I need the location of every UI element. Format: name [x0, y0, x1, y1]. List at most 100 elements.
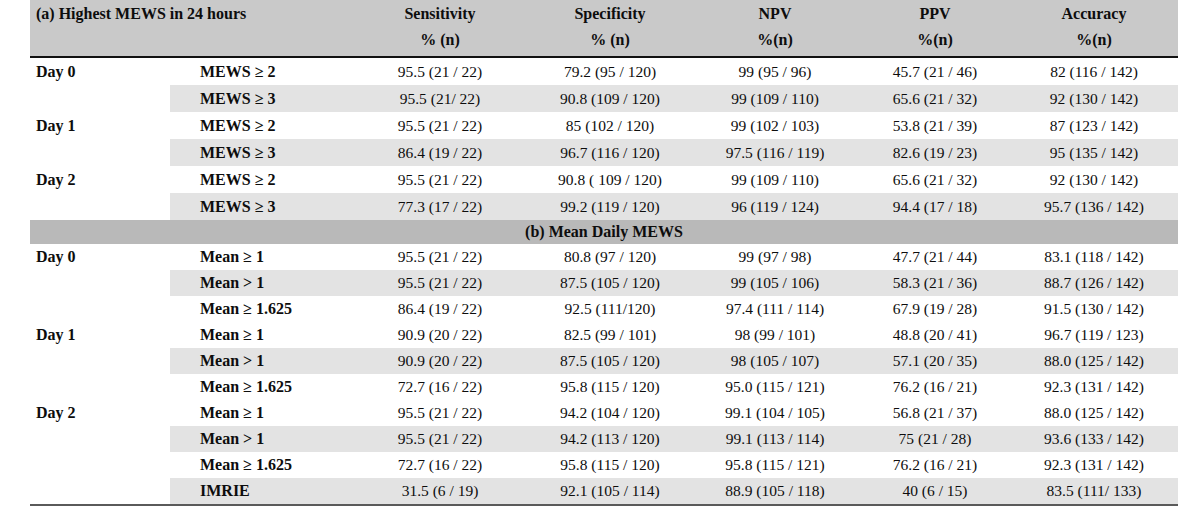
value-cell: 76.2 (16 / 21) — [860, 452, 1010, 478]
table-row: Mean > 190.9 (20 / 22)87.5 (105 / 120)98… — [30, 348, 1178, 374]
value-cell: 95.5 (21 / 22) — [350, 112, 530, 139]
value-cell: 97.4 (111 / 114) — [690, 296, 860, 322]
value-cell: 92 (130 / 142) — [1010, 85, 1178, 112]
threshold-cell: MEWS ≥ 3 — [170, 193, 350, 220]
threshold-cell: Mean ≥ 1 — [170, 322, 350, 348]
day-cell — [30, 85, 170, 112]
value-cell: 56.8 (21 / 37) — [860, 400, 1010, 426]
column-header-specificity: Specificity % (n) — [530, 0, 690, 56]
value-cell: 99 (102 / 103) — [690, 112, 860, 139]
value-cell: 90.9 (20 / 22) — [350, 322, 530, 348]
day-cell — [30, 296, 170, 322]
day-cell: Day 1 — [30, 112, 170, 139]
value-cell: 94.2 (104 / 120) — [530, 400, 690, 426]
value-cell: 72.7 (16 / 22) — [350, 452, 530, 478]
table-row: IMRIE31.5 (6 / 19)92.1 (105 / 114)88.9 (… — [30, 478, 1178, 504]
value-cell: 95.5 (21 / 22) — [350, 58, 530, 85]
day-cell: Day 2 — [30, 400, 170, 426]
column-header-npv: NPV %(n) — [690, 0, 860, 56]
value-cell: 67.9 (19 / 28) — [860, 296, 1010, 322]
value-cell: 94.4 (17 / 18) — [860, 193, 1010, 220]
threshold-cell: Mean ≥ 1.625 — [170, 374, 350, 400]
value-cell: 88.0 (125 / 142) — [1010, 400, 1178, 426]
table-section-a-title: (a) Highest MEWS in 24 hours — [30, 0, 350, 23]
value-cell: 92 (130 / 142) — [1010, 166, 1178, 193]
value-cell: 85 (102 / 120) — [530, 112, 690, 139]
value-cell: 90.9 (20 / 22) — [350, 348, 530, 374]
threshold-cell: Mean ≥ 1 — [170, 244, 350, 270]
threshold-cell: Mean ≥ 1.625 — [170, 296, 350, 322]
table-row: Day 1MEWS ≥ 295.5 (21 / 22)85 (102 / 120… — [30, 112, 1178, 139]
threshold-cell: MEWS ≥ 2 — [170, 166, 350, 193]
table-bottom-rule — [30, 504, 1178, 506]
value-cell: 95.5 (21/ 22) — [350, 85, 530, 112]
column-header-sensitivity: Sensitivity % (n) — [350, 0, 530, 56]
value-cell: 92.1 (105 / 114) — [530, 478, 690, 504]
column-label: PPV — [860, 5, 1010, 23]
table-row: Mean ≥ 1.62586.4 (19 / 22)92.5 (111/120)… — [30, 296, 1178, 322]
threshold-cell: IMRIE — [170, 478, 350, 504]
table-row: Day 0Mean ≥ 195.5 (21 / 22)80.8 (97 / 12… — [30, 244, 1178, 270]
value-cell: 45.7 (21 / 46) — [860, 58, 1010, 85]
table-row: Mean ≥ 1.62572.7 (16 / 22)95.8 (115 / 12… — [30, 374, 1178, 400]
column-header-ppv: PPV %(n) — [860, 0, 1010, 56]
day-cell: Day 1 — [30, 322, 170, 348]
percent-n-subheader: % (n) — [530, 31, 690, 49]
value-cell: 90.8 ( 109 / 120) — [530, 166, 690, 193]
day-cell — [30, 478, 170, 504]
threshold-cell: Mean > 1 — [170, 348, 350, 374]
value-cell: 87.5 (105 / 120) — [530, 270, 690, 296]
value-cell: 57.1 (20 / 35) — [860, 348, 1010, 374]
value-cell: 95 (135 / 142) — [1010, 139, 1178, 166]
value-cell: 80.8 (97 / 120) — [530, 244, 690, 270]
value-cell: 83.5 (111/ 133) — [1010, 478, 1178, 504]
value-cell: 92.3 (131 / 142) — [1010, 374, 1178, 400]
value-cell: 99 (95 / 96) — [690, 58, 860, 85]
percent-n-subheader: %(n) — [860, 31, 1010, 49]
value-cell: 95.5 (21 / 22) — [350, 426, 530, 452]
value-cell: 95.5 (21 / 22) — [350, 244, 530, 270]
table-row: MEWS ≥ 377.3 (17 / 22)99.2 (119 / 120)96… — [30, 193, 1178, 220]
threshold-cell: MEWS ≥ 2 — [170, 58, 350, 85]
value-cell: 99 (105 / 106) — [690, 270, 860, 296]
value-cell: 82.5 (99 / 101) — [530, 322, 690, 348]
threshold-cell: MEWS ≥ 2 — [170, 112, 350, 139]
value-cell: 95.5 (21 / 22) — [350, 166, 530, 193]
value-cell: 53.8 (21 / 39) — [860, 112, 1010, 139]
column-label: Accuracy — [1010, 5, 1178, 23]
value-cell: 65.6 (21 / 32) — [860, 166, 1010, 193]
value-cell: 99 (109 / 110) — [690, 85, 860, 112]
value-cell: 31.5 (6 / 19) — [350, 478, 530, 504]
day-cell — [30, 452, 170, 478]
value-cell: 87 (123 / 142) — [1010, 112, 1178, 139]
value-cell: 99 (109 / 110) — [690, 166, 860, 193]
value-cell: 95.0 (115 / 121) — [690, 374, 860, 400]
value-cell: 79.2 (95 / 120) — [530, 58, 690, 85]
table-row: Mean ≥ 1.62572.7 (16 / 22)95.8 (115 / 12… — [30, 452, 1178, 478]
value-cell: 98 (99 / 101) — [690, 322, 860, 348]
section-b-title: (b) Mean Daily MEWS — [30, 220, 1178, 244]
value-cell: 99.1 (113 / 114) — [690, 426, 860, 452]
value-cell: 99.1 (104 / 105) — [690, 400, 860, 426]
table-row: Day 2Mean ≥ 195.5 (21 / 22)94.2 (104 / 1… — [30, 400, 1178, 426]
value-cell: 82 (116 / 142) — [1010, 58, 1178, 85]
value-cell: 40 (6 / 15) — [860, 478, 1010, 504]
value-cell: 83.1 (118 / 142) — [1010, 244, 1178, 270]
threshold-cell: Mean > 1 — [170, 270, 350, 296]
value-cell: 90.8 (109 / 120) — [530, 85, 690, 112]
table-row: Mean > 195.5 (21 / 22)94.2 (113 / 120)99… — [30, 426, 1178, 452]
value-cell: 92.3 (131 / 142) — [1010, 452, 1178, 478]
threshold-cell: Mean ≥ 1 — [170, 400, 350, 426]
table-row: Mean > 195.5 (21 / 22)87.5 (105 / 120)99… — [30, 270, 1178, 296]
value-cell: 96.7 (119 / 123) — [1010, 322, 1178, 348]
value-cell: 96.7 (116 / 120) — [530, 139, 690, 166]
value-cell: 75 (21 / 28) — [860, 426, 1010, 452]
column-label: Specificity — [530, 5, 690, 23]
value-cell: 91.5 (130 / 142) — [1010, 296, 1178, 322]
value-cell: 93.6 (133 / 142) — [1010, 426, 1178, 452]
value-cell: 58.3 (21 / 36) — [860, 270, 1010, 296]
threshold-cell: MEWS ≥ 3 — [170, 139, 350, 166]
value-cell: 95.7 (136 / 142) — [1010, 193, 1178, 220]
value-cell: 95.5 (21 / 22) — [350, 400, 530, 426]
day-cell — [30, 193, 170, 220]
